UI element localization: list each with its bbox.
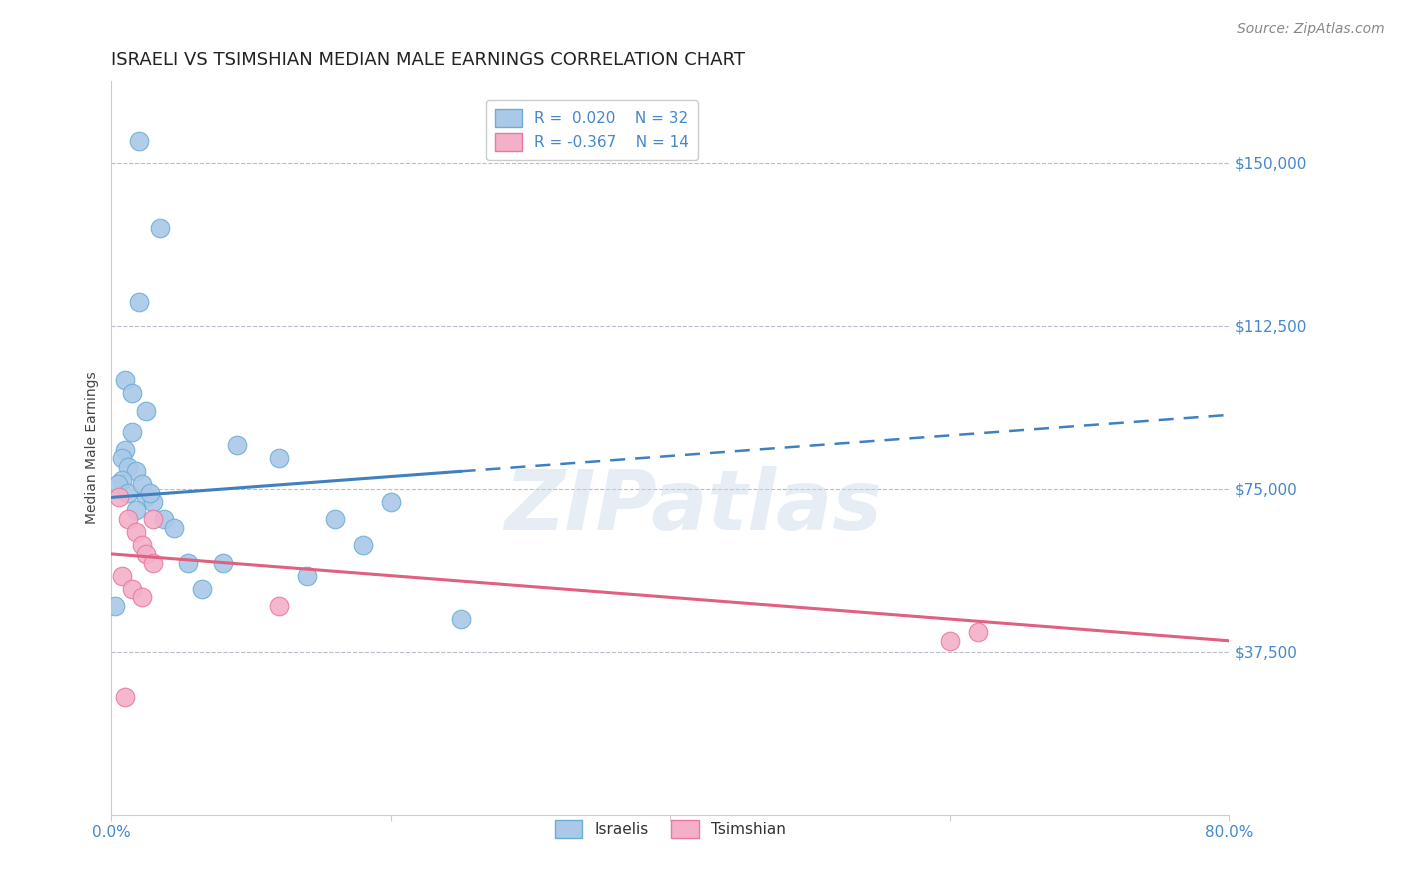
Point	[450, 612, 472, 626]
Point	[108, 491, 131, 505]
Point	[177, 556, 200, 570]
Point	[153, 512, 176, 526]
Point	[121, 425, 143, 440]
Point	[149, 221, 172, 235]
Point	[111, 473, 134, 487]
Point	[267, 451, 290, 466]
Point	[139, 486, 162, 500]
Text: ISRAELI VS TSIMSHIAN MEDIAN MALE EARNINGS CORRELATION CHART: ISRAELI VS TSIMSHIAN MEDIAN MALE EARNING…	[111, 51, 745, 69]
Point	[212, 556, 235, 570]
Point	[966, 625, 988, 640]
Point	[117, 460, 139, 475]
Point	[323, 512, 346, 526]
Point	[125, 503, 148, 517]
Point	[121, 386, 143, 401]
Point	[114, 373, 136, 387]
Point	[117, 486, 139, 500]
Point	[267, 599, 290, 613]
Point	[117, 512, 139, 526]
Point	[114, 690, 136, 705]
Point	[131, 538, 153, 552]
Point	[142, 512, 165, 526]
Point	[125, 525, 148, 540]
Point	[142, 556, 165, 570]
Point	[163, 521, 186, 535]
Point	[125, 464, 148, 478]
Legend: Israelis, Tsimshian: Israelis, Tsimshian	[548, 814, 792, 844]
Text: Source: ZipAtlas.com: Source: ZipAtlas.com	[1237, 22, 1385, 37]
Point	[191, 582, 214, 596]
Point	[352, 538, 374, 552]
Point	[111, 451, 134, 466]
Point	[114, 442, 136, 457]
Y-axis label: Median Male Earnings: Median Male Earnings	[86, 372, 100, 524]
Point	[107, 477, 129, 491]
Point	[135, 403, 157, 417]
Point	[131, 591, 153, 605]
Point	[135, 547, 157, 561]
Point	[111, 568, 134, 582]
Point	[295, 568, 318, 582]
Point	[142, 495, 165, 509]
Point	[939, 633, 962, 648]
Point	[226, 438, 249, 452]
Point	[131, 477, 153, 491]
Point	[128, 294, 150, 309]
Point	[121, 582, 143, 596]
Point	[104, 599, 127, 613]
Point	[380, 495, 402, 509]
Text: ZIPatlas: ZIPatlas	[503, 467, 882, 547]
Point	[128, 134, 150, 148]
Point	[135, 491, 157, 505]
